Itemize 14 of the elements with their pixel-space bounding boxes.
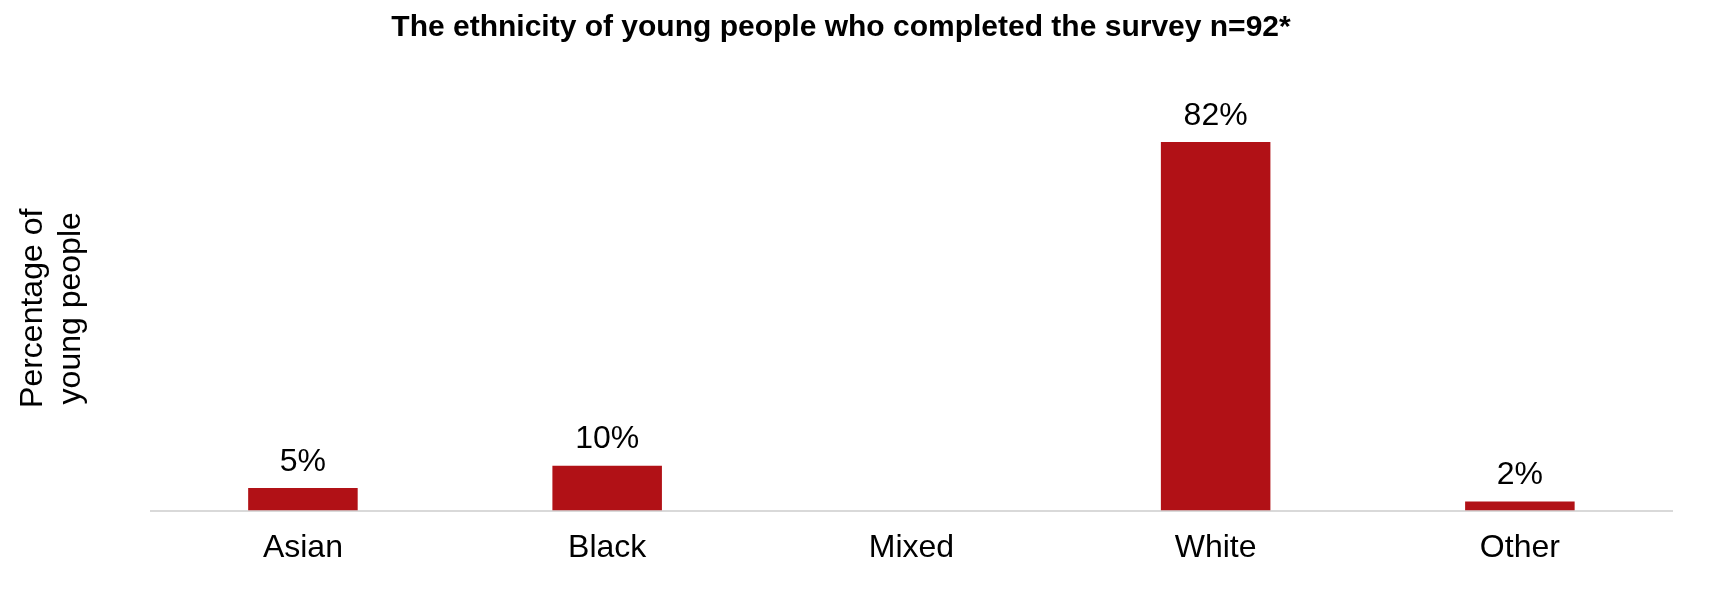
- bar: [248, 488, 358, 511]
- x-tick-label: Other: [1479, 527, 1561, 564]
- x-tick-label: White: [1174, 527, 1257, 564]
- data-label: 10%: [575, 419, 640, 456]
- data-label: 2%: [1496, 455, 1544, 492]
- bar: [552, 465, 662, 511]
- x-tick-label: Asian: [262, 527, 343, 564]
- x-tick-label: Black: [568, 527, 648, 564]
- chart-title: The ethnicity of young people who completed the survey n=92*: [391, 9, 1291, 43]
- bar: [1160, 141, 1271, 511]
- data-label: 5%: [279, 441, 327, 478]
- y-axis-title: Percentage of young people: [13, 208, 88, 408]
- data-label: 82%: [1183, 95, 1248, 132]
- x-tick-label: Mixed: [868, 527, 955, 564]
